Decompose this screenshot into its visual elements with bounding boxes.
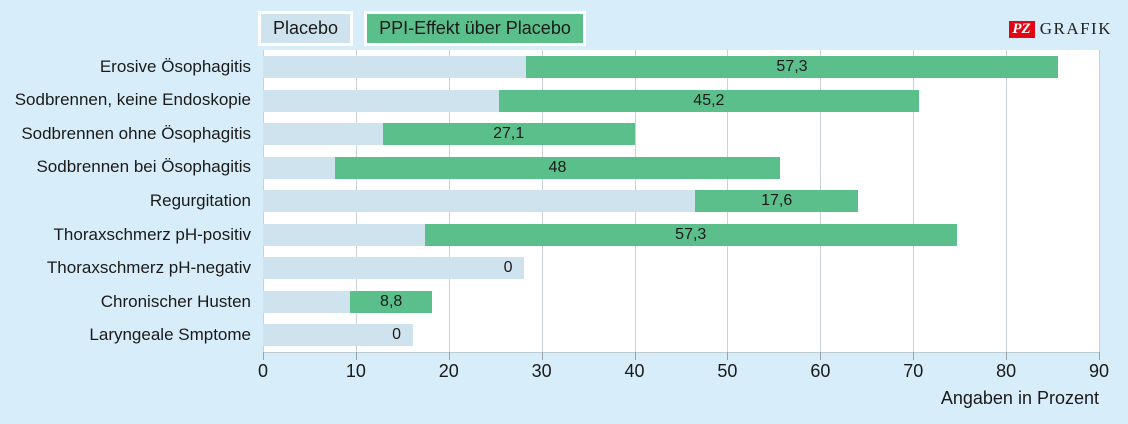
bar-row: 0 (263, 318, 1099, 352)
pz-logo-mark: PZ (1009, 20, 1035, 38)
bar-value-label: 0 (503, 259, 513, 277)
axis-tick-mark (263, 352, 264, 360)
axis-tick-mark (727, 352, 729, 360)
axis-tick-label: 70 (903, 361, 924, 381)
placebo-bar-segment (263, 156, 335, 179)
bar-row: 27,1 (263, 117, 1099, 151)
axis-tick-label: 50 (717, 361, 738, 381)
axis-tick-mark (820, 352, 822, 360)
category-label: Erosive Ösophagitis (99, 56, 251, 76)
legend-item-placebo: Placebo (258, 11, 354, 46)
placebo-bar-segment (263, 290, 351, 313)
ppi-bar-segment (694, 190, 859, 213)
placebo-bar-segment (263, 56, 526, 78)
legend-item-ppi-effekt: PPI-Effekt über Placebo (364, 11, 586, 46)
plot-area: 57,3 45,2 27,1 48 17,6 57,3 0 8,8 0 (263, 50, 1100, 353)
chart-rows: 57,3 45,2 27,1 48 17,6 57,3 0 8,8 0 (263, 50, 1099, 352)
gridline (1099, 50, 1100, 352)
bar-row: 48 (263, 151, 1099, 185)
ppi-bar-segment (350, 290, 433, 313)
axis-tick-label: 10 (345, 361, 366, 381)
ppi-bar-segment (525, 56, 1059, 78)
axis-tick-label: 90 (1088, 361, 1110, 381)
axis-tick-label: 40 (624, 361, 645, 381)
bar-row: 0 (263, 251, 1099, 285)
ppi-bar-segment (382, 123, 635, 146)
category-label: Laryngeale Smptome (89, 325, 251, 345)
category-label: Sodbrennen, keine Endoskopie (14, 90, 251, 110)
placebo-bar-segment (263, 190, 695, 213)
bar-row: 57,3 (263, 50, 1099, 84)
ppi-bar-segment (424, 223, 957, 246)
bar-row: 8,8 (263, 285, 1099, 319)
placebo-bar-segment (263, 123, 383, 146)
bar-value-label: 27,1 (493, 125, 525, 143)
x-axis-title: Angaben in Prozent (940, 388, 1099, 408)
bar-row: 57,3 (263, 218, 1099, 252)
bar-value-label: 8,8 (380, 292, 403, 310)
gridline (913, 50, 915, 352)
axis-tick-mark (1099, 352, 1100, 360)
category-label: Thoraxschmerz pH-positiv (53, 224, 251, 244)
bar-row: 45,2 (263, 84, 1099, 118)
pz-grafik-logo: PZ GRAFIK (1009, 19, 1112, 39)
axis-tick-mark (448, 352, 450, 360)
axis-tick-label: 80 (996, 361, 1017, 381)
placebo-bar-segment (263, 257, 525, 280)
axis-tick-mark (1006, 352, 1008, 360)
placebo-bar-segment (263, 89, 499, 112)
bar-value-label: 17,6 (761, 192, 793, 210)
ppi-bar-segment (498, 89, 919, 112)
category-labels-column: Erosive Ösophagitis Sodbrennen, keine End… (0, 50, 251, 352)
bar-value-label: 57,3 (675, 225, 707, 243)
category-label: Regurgitation (149, 190, 251, 210)
bar-value-label: 45,2 (693, 91, 725, 109)
axis-tick-label: 0 (257, 361, 268, 381)
category-label: Chronischer Husten (100, 291, 251, 311)
axis-tick-mark (634, 352, 636, 360)
grafik-logo-text: GRAFIK (1039, 19, 1112, 38)
bar-value-label: 0 (392, 326, 402, 344)
axis-tick-mark (355, 352, 357, 360)
category-label: Sodbrennen ohne Ösophagitis (21, 123, 251, 143)
bar-row: 17,6 (263, 184, 1099, 218)
axis-tick-mark (913, 352, 915, 360)
ppi-bar-segment (334, 156, 781, 179)
category-label: Thoraxschmerz pH-negativ (46, 258, 251, 278)
gridline (1006, 50, 1008, 352)
axis-tick-mark (541, 352, 543, 360)
category-label: Sodbrennen bei Ösophagitis (36, 157, 251, 177)
bar-value-label: 57,3 (776, 58, 808, 75)
axis-tick-label: 20 (438, 361, 459, 381)
axis-tick-label: 60 (810, 361, 831, 381)
bar-value-label: 48 (548, 158, 567, 176)
legend: Placebo PPI-Effekt über Placebo (258, 11, 586, 46)
placebo-bar-segment (263, 223, 425, 246)
x-axis: 0 10 20 30 40 50 60 70 80 90 (258, 352, 1109, 392)
axis-tick-label: 30 (531, 361, 552, 381)
placebo-bar-segment (263, 324, 413, 347)
